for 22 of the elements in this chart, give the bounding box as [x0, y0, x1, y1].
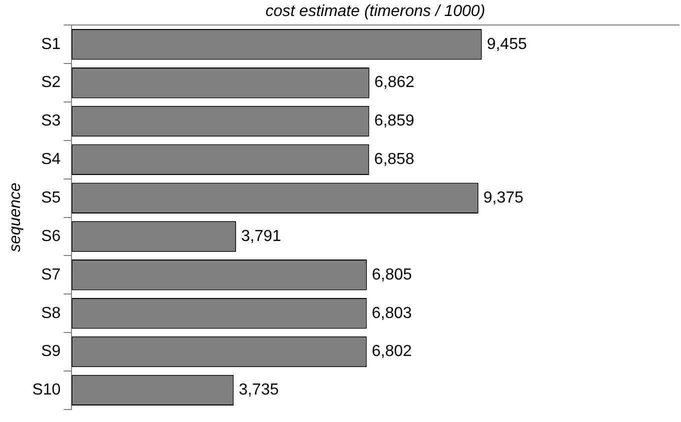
data-label: 3,791 [241, 228, 282, 245]
y-axis-title: sequence [7, 182, 24, 252]
data-label: 6,803 [372, 304, 412, 322]
data-label: 9,375 [483, 189, 524, 206]
y-tick-label: S3 [41, 112, 61, 130]
y-tick-label: S5 [41, 189, 61, 206]
x-axis-title: cost estimate (timerons / 1000) [266, 3, 486, 20]
data-label: 6,858 [374, 151, 414, 168]
y-tick-label: S4 [41, 151, 61, 168]
data-label: 9,455 [486, 36, 527, 53]
y-tick-label: S1 [41, 36, 61, 53]
data-label: 6,805 [372, 266, 412, 284]
data-label: 6,802 [372, 343, 412, 360]
y-tick-label: S8 [41, 304, 61, 322]
data-label: 3,735 [238, 382, 279, 399]
y-tick-label: S9 [41, 343, 61, 360]
data-label: 6,862 [374, 74, 414, 92]
y-tick-label: S2 [41, 74, 61, 92]
y-tick-label: S6 [41, 228, 61, 245]
data-label: 6,859 [374, 112, 414, 130]
y-tick-label: S7 [41, 266, 61, 284]
y-tick-label: S10 [32, 382, 61, 399]
